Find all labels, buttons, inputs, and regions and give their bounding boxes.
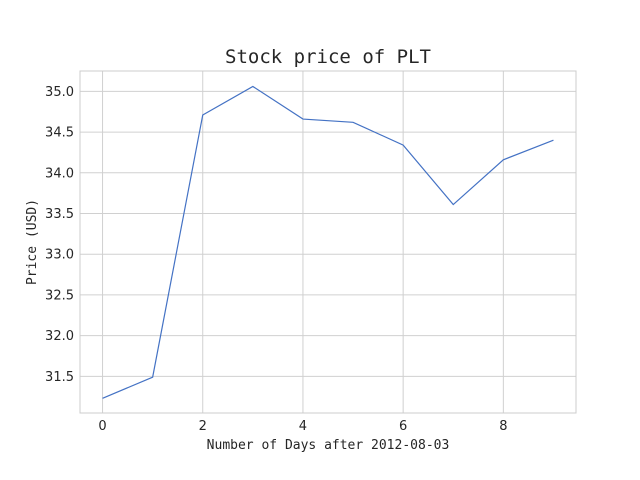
y-axis-ticks: 31.5 32.0 32.5 33.0 33.5 34.0 34.5 35.0 <box>45 85 74 385</box>
y-tick-label: 32.5 <box>45 288 74 303</box>
x-axis-label: Number of Days after 2012-08-03 <box>207 438 450 453</box>
x-tick-label: 4 <box>299 419 307 434</box>
price-line <box>102 85 554 399</box>
y-tick-label: 31.5 <box>45 370 74 385</box>
y-tick-label: 35.0 <box>45 85 74 100</box>
y-tick-label: 34.5 <box>45 126 74 141</box>
chart-title: Stock price of PLT <box>225 46 431 68</box>
grid <box>80 71 576 413</box>
y-tick-label: 33.0 <box>45 248 74 263</box>
y-axis-label: Price (USD) <box>25 199 40 285</box>
x-tick-label: 2 <box>199 419 207 434</box>
x-tick-label: 8 <box>499 419 507 434</box>
y-tick-label: 34.0 <box>45 166 74 181</box>
x-axis-ticks: 0 2 4 6 8 <box>98 419 507 434</box>
plot-frame <box>79 70 577 414</box>
y-tick-label: 33.5 <box>45 207 74 222</box>
x-tick-label: 6 <box>399 419 407 434</box>
x-tick-label: 0 <box>98 419 106 434</box>
y-tick-label: 32.0 <box>45 329 74 344</box>
series-layer <box>102 85 554 399</box>
